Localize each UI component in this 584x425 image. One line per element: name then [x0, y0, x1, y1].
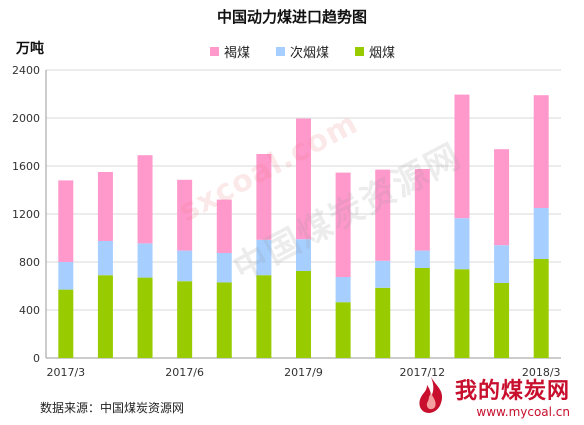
bar-segment [137, 155, 153, 244]
mycoal-logo: 我的煤炭网 www.mycoal.cn [419, 373, 570, 419]
bar-segment [256, 239, 272, 276]
bar-segment [335, 302, 351, 358]
bar-segment [414, 169, 430, 251]
bar-segment [296, 118, 311, 240]
bar-segment [414, 268, 430, 358]
bar-segment [296, 271, 311, 358]
legend-swatch-lignite [210, 47, 219, 56]
legend-label-subbituminous: 次烟煤 [290, 46, 330, 61]
bar-segment [58, 180, 74, 262]
legend-swatch-bituminous [355, 47, 365, 56]
bar-segment [296, 239, 311, 271]
legend: 褐煤 次烟煤 烟煤 [210, 42, 395, 61]
bar-segment [494, 245, 510, 283]
bar-segment [533, 259, 549, 358]
source-note: 数据来源：中国煤炭资源网 [40, 401, 185, 415]
bar-segment [533, 95, 549, 208]
logo-name: 我的煤炭网 [454, 379, 570, 404]
bar-segment [177, 250, 193, 282]
bar-segment [454, 218, 470, 270]
bar-segment [58, 262, 74, 290]
y-tick-label: 0 [33, 352, 40, 365]
y-tick-label: 800 [19, 256, 40, 269]
bar-segment [177, 179, 193, 251]
bar-segment [494, 283, 510, 358]
y-tick-label: 1200 [12, 208, 40, 221]
bar-segment [375, 287, 391, 358]
y-tick-label: 2000 [12, 112, 40, 125]
x-tick-label: 2017/12 [399, 366, 445, 379]
bar-segment [454, 94, 470, 219]
bar-segment [375, 169, 391, 261]
bar-segment [97, 172, 113, 241]
logo-url: www.mycoal.cn [476, 405, 570, 419]
legend-swatch-subbituminous [276, 47, 286, 56]
flame-icon [419, 377, 443, 413]
bar-segment [97, 275, 113, 358]
bar-segment [454, 269, 470, 358]
bar-segment [533, 208, 549, 259]
bar-segment [256, 275, 272, 358]
bar-segment [494, 149, 510, 246]
bar-segment [335, 172, 351, 277]
x-tick-label: 2017/3 [46, 366, 85, 379]
bar-segment [335, 277, 351, 303]
legend-item-subbituminous: 次烟煤 [276, 42, 329, 61]
legend-label-lignite: 褐煤 [224, 46, 251, 61]
bar-segment [216, 282, 232, 358]
bar-segment [216, 199, 232, 253]
bar-segment [375, 260, 391, 288]
legend-item-bituminous: 烟煤 [355, 42, 395, 61]
bar-segment [137, 243, 153, 278]
bar-segment [97, 241, 113, 276]
x-tick-label: 2017/6 [165, 366, 204, 379]
x-tick-label: 2018/3 [522, 366, 561, 379]
x-tick-label: 2017/9 [284, 366, 323, 379]
chart-title: 中国动力煤进口趋势图 [216, 8, 367, 26]
y-tick-label: 400 [19, 304, 40, 317]
bar-segment [177, 281, 193, 358]
legend-label-bituminous: 烟煤 [369, 46, 396, 61]
y-tick-label: 1600 [12, 160, 40, 173]
bar-segment [137, 277, 153, 358]
bar-segment [414, 250, 430, 268]
y-unit-label: 万吨 [16, 41, 44, 57]
bar-segment [58, 289, 74, 358]
bar-segment [256, 154, 272, 240]
bar-segment [216, 253, 232, 283]
legend-item-lignite: 褐煤 [210, 42, 250, 61]
y-tick-label: 2400 [12, 64, 40, 77]
